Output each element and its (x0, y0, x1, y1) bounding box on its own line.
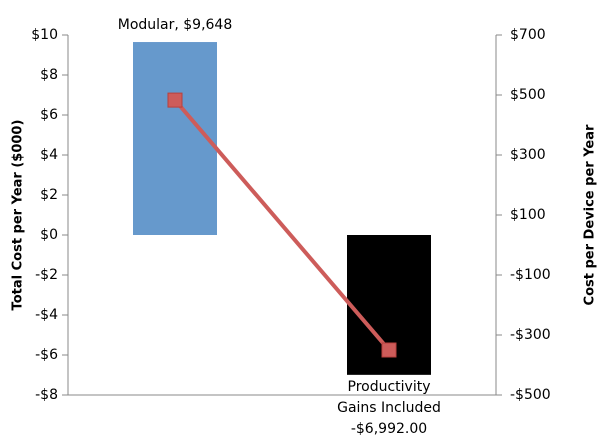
y2-tick-label: $500 (510, 87, 546, 103)
y-tick-label: -$6 (35, 347, 58, 363)
y-tick-label: $4 (40, 147, 58, 163)
y-tick-label: $10 (31, 27, 58, 43)
y-tick-label: -$2 (35, 267, 58, 283)
y-axis-title: Total Cost per Year ($000) (11, 120, 26, 311)
y2-axis-title: Cost per Device per Year (583, 124, 598, 305)
y-tick-label: $8 (40, 67, 58, 83)
bar-value-label: Modular, $9,648 (117, 17, 233, 34)
bar-value-label: Productivity Gains Included -$6,992.00 (337, 378, 441, 437)
y2-tick-label: $100 (510, 207, 546, 223)
y-tick-label: $6 (40, 107, 58, 123)
y-tick-label: $2 (40, 187, 58, 203)
bar (133, 42, 217, 235)
y2-tick-label: -$300 (510, 327, 551, 343)
series-line (173, 98, 391, 352)
y2-tick-label: -$100 (510, 267, 551, 283)
y2-tick-label: $700 (510, 27, 546, 43)
line-marker (167, 92, 183, 108)
line-marker (381, 342, 397, 358)
y2-tick-label: -$500 (510, 387, 551, 403)
y-tick-label: $0 (40, 227, 58, 243)
y-tick-label: -$8 (35, 387, 58, 403)
y-tick-label: -$4 (35, 307, 58, 323)
y2-tick-label: $300 (510, 147, 546, 163)
